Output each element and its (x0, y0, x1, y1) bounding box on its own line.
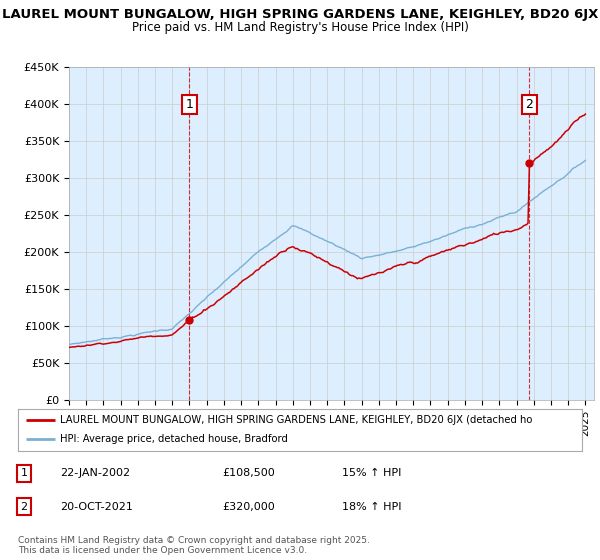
Text: 20-OCT-2021: 20-OCT-2021 (60, 502, 133, 512)
Text: 1: 1 (20, 468, 28, 478)
Text: 1: 1 (185, 98, 193, 111)
Text: 2: 2 (20, 502, 28, 512)
Text: LAUREL MOUNT BUNGALOW, HIGH SPRING GARDENS LANE, KEIGHLEY, BD20 6JX: LAUREL MOUNT BUNGALOW, HIGH SPRING GARDE… (2, 8, 598, 21)
Text: £320,000: £320,000 (222, 502, 275, 512)
Text: 18% ↑ HPI: 18% ↑ HPI (342, 502, 401, 512)
Text: HPI: Average price, detached house, Bradford: HPI: Average price, detached house, Brad… (60, 435, 288, 445)
Text: £108,500: £108,500 (222, 468, 275, 478)
Text: This data is licensed under the Open Government Licence v3.0.: This data is licensed under the Open Gov… (18, 546, 307, 555)
Text: 22-JAN-2002: 22-JAN-2002 (60, 468, 130, 478)
Text: Contains HM Land Registry data © Crown copyright and database right 2025.: Contains HM Land Registry data © Crown c… (18, 536, 370, 545)
Text: 15% ↑ HPI: 15% ↑ HPI (342, 468, 401, 478)
Text: Price paid vs. HM Land Registry's House Price Index (HPI): Price paid vs. HM Land Registry's House … (131, 21, 469, 34)
Text: LAUREL MOUNT BUNGALOW, HIGH SPRING GARDENS LANE, KEIGHLEY, BD20 6JX (detached ho: LAUREL MOUNT BUNGALOW, HIGH SPRING GARDE… (60, 415, 533, 425)
Text: 2: 2 (526, 98, 533, 111)
